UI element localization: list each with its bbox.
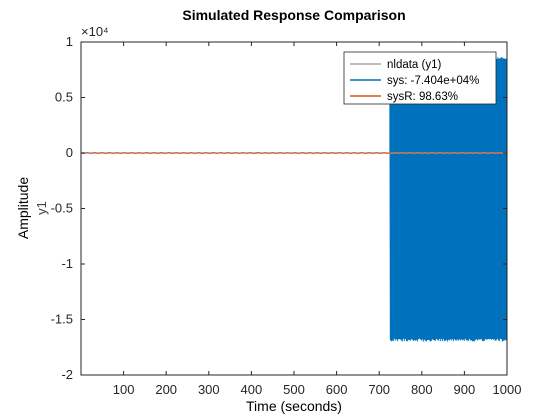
y-tick-label: -2 bbox=[61, 367, 73, 382]
y-tick-label: -1 bbox=[61, 256, 73, 271]
y-tick-label: 1 bbox=[66, 34, 73, 49]
y-exponent-label: ×10⁴ bbox=[81, 24, 109, 39]
x-axis-ticks: 100 200 300 400 500 600 700 800 900 1000 bbox=[113, 42, 522, 397]
x-tick-label: 800 bbox=[411, 382, 433, 397]
legend-label-sys: sys: -7.404e+04% bbox=[387, 75, 479, 87]
y-tick-label: 0.5 bbox=[55, 90, 73, 105]
y-channel-label: y1 bbox=[34, 201, 49, 215]
legend-label-nldata: nldata (y1) bbox=[387, 59, 442, 71]
x-tick-label: 500 bbox=[283, 382, 305, 397]
x-tick-label: 1000 bbox=[493, 382, 522, 397]
legend-label-sysR: sysR: 98.63% bbox=[387, 91, 458, 103]
x-tick-label: 100 bbox=[113, 382, 135, 397]
x-tick-label: 300 bbox=[198, 382, 220, 397]
chart-title: Simulated Response Comparison bbox=[182, 7, 405, 23]
x-tick-label: 600 bbox=[326, 382, 348, 397]
y-tick-label: 0 bbox=[66, 145, 73, 160]
y-axis-ticks: 1 0.5 0 -0.5 -1 -1.5 -2 bbox=[51, 34, 507, 382]
y-tick-label: -0.5 bbox=[51, 201, 73, 216]
y-axis-label: Amplitude bbox=[15, 177, 31, 239]
y-tick-label: -1.5 bbox=[51, 312, 73, 327]
x-tick-label: 400 bbox=[241, 382, 263, 397]
series-sysR bbox=[80, 151, 508, 155]
legend: nldata (y1) sys: -7.404e+04% sysR: 98.63… bbox=[343, 51, 497, 105]
x-tick-label: 900 bbox=[454, 382, 476, 397]
x-axis-label: Time (seconds) bbox=[246, 398, 342, 414]
series-line-sysR bbox=[80, 151, 508, 155]
x-tick-label: 200 bbox=[155, 382, 177, 397]
x-tick-label: 700 bbox=[368, 382, 390, 397]
